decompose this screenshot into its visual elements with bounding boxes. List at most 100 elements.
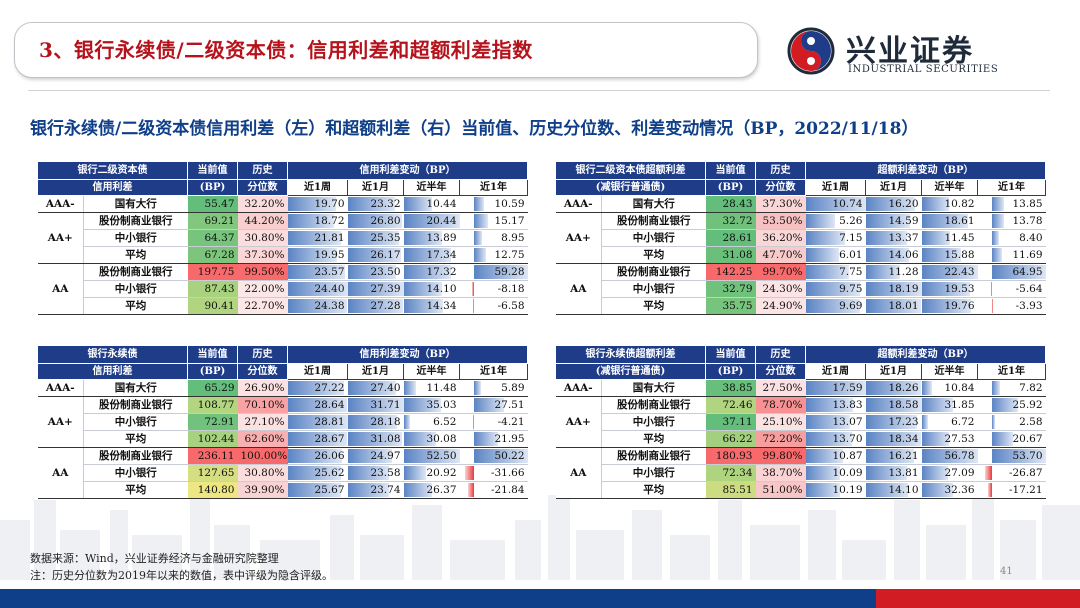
spread-change-cell: 6.72 (921, 413, 978, 431)
spread-change-bar (921, 248, 962, 262)
spread-change-value: 27.28 (370, 300, 401, 312)
table-row: 平均 67.28 37.30% 19.95 26.17 17.34 12.75 (38, 246, 528, 264)
header-hist-line1: 历史 (755, 345, 806, 364)
spread-change-value: -17.21 (1008, 484, 1043, 496)
rating-grade: AA+ (37, 212, 84, 264)
spread-change-cell: -31.66 (459, 464, 528, 482)
spread-change-bar (347, 466, 390, 480)
spread-change-cell: 15.88 (921, 246, 978, 264)
spread-change-bar (473, 415, 475, 429)
historical-percentile: 100.00% (237, 447, 288, 465)
header-hist-line1: 历史 (755, 161, 806, 180)
page-number: 41 (1000, 566, 1013, 577)
header-change-title: 超额利差变动（BP） (804, 161, 1047, 180)
current-value: 236.11 (187, 447, 238, 465)
table-row: AAA- 国有大行 55.47 32.20% 19.70 23.32 10.44 10.59 (37, 195, 528, 213)
spread-change-bar (474, 265, 528, 279)
spread-change-cell: -26.87 (977, 464, 1046, 482)
spread-change-cell: 5.26 (805, 212, 866, 230)
spread-change-bar (287, 415, 348, 429)
spread-change-cell: 13.07 (805, 413, 866, 431)
header-name-line1: 银行二级资本债超额利差 (555, 161, 706, 180)
current-value: 31.08 (705, 246, 756, 264)
header-current-line1: 当前值 (705, 345, 756, 364)
spread-change-cell: 27.39 (347, 280, 404, 298)
spread-change-cell: 6.52 (403, 413, 460, 431)
historical-percentile: 47.70% (755, 246, 806, 264)
spread-change-value: -5.64 (1015, 283, 1043, 295)
current-value: 38.85 (705, 379, 756, 397)
header-box: 3、银行永续债/二级资本债：信用利差和超额利差指数 (14, 22, 758, 78)
spread-change-cell: 28.64 (287, 396, 348, 414)
bank-type: 国有大行 (83, 195, 188, 213)
spread-change-bar (347, 282, 404, 296)
spread-change-bar (865, 214, 911, 228)
historical-percentile: 27.10% (237, 413, 288, 431)
spread-change-value: 20.92 (426, 467, 457, 479)
spread-change-value: 23.58 (370, 467, 401, 479)
spread-change-cell: 6.01 (805, 246, 866, 264)
header-current-line2: (BP) (705, 363, 756, 380)
spread-change-cell: 10.87 (805, 447, 866, 465)
spread-change-cell: 28.81 (287, 413, 348, 431)
spread-change-bar (287, 398, 348, 412)
spread-change-bar (921, 432, 949, 446)
bank-type: 股份制商业银行 (601, 396, 706, 414)
header-period-1y: 近1年 (458, 179, 529, 196)
spread-change-value: 23.50 (370, 266, 401, 278)
table-row: AA 股份制商业银行 180.93 99.80% 10.87 16.21 56.78 53.7… (555, 447, 1046, 499)
spread-change-bar (403, 282, 443, 296)
table-row: 中小银行 64.37 30.80% 21.81 25.35 13.89 8.95 (38, 229, 528, 247)
table-row: 平均 85.51 51.00% 10.19 14.10 32.36 -17.21 (556, 481, 1046, 499)
spread-change-cell: 12.75 (459, 246, 528, 264)
rating-grade: AA+ (555, 396, 602, 448)
spread-change-cell: 9.75 (805, 280, 866, 298)
current-value: 66.22 (705, 430, 756, 448)
spread-change-value: 21.81 (314, 232, 345, 244)
spread-change-cell: 16.20 (865, 195, 922, 213)
historical-percentile: 53.50% (755, 212, 806, 230)
spread-change-cell: 19.70 (287, 195, 348, 213)
spread-change-cell: 22.43 (921, 263, 978, 281)
spread-change-bar (403, 483, 432, 497)
header-period-1m: 近1月 (865, 179, 922, 196)
historical-percentile: 37.30% (755, 195, 806, 213)
spread-change-cell: 35.03 (403, 396, 460, 414)
current-value: 127.65 (187, 464, 238, 482)
spread-change-bar (865, 483, 908, 497)
spread-change-cell: 24.40 (287, 280, 348, 298)
spread-change-bar (805, 398, 853, 412)
spread-change-value: 9.75 (839, 283, 863, 295)
spread-change-cell: -8.18 (459, 280, 528, 298)
spread-change-value: 27.53 (944, 433, 975, 445)
spread-change-bar (921, 231, 951, 245)
historical-percentile: 78.70% (755, 396, 806, 414)
historical-percentile: 37.30% (237, 246, 288, 264)
current-value: 72.34 (705, 464, 756, 482)
spread-change-value: 10.59 (494, 198, 525, 210)
spread-change-cell: 18.01 (865, 297, 922, 315)
current-value: 108.77 (187, 396, 238, 414)
historical-percentile: 24.30% (755, 280, 806, 298)
table-row: 平均 31.08 47.70% 6.01 14.06 15.88 11.69 (556, 246, 1046, 264)
spread-change-value: 6.01 (839, 249, 863, 261)
spread-change-value: 52.50 (426, 450, 457, 462)
bank-type: 中小银行 (601, 280, 706, 298)
spread-change-bar (992, 265, 1046, 279)
historical-percentile: 22.00% (237, 280, 288, 298)
spread-change-bar (865, 299, 921, 313)
spread-change-value: 19.76 (944, 300, 975, 312)
header-period-1y: 近1年 (458, 363, 529, 380)
table-row: 平均 90.41 22.70% 24.38 27.28 14.34 -6.58 (38, 297, 528, 315)
spread-change-value: 18.34 (888, 433, 919, 445)
header-period-1w: 近1周 (805, 363, 866, 380)
spread-change-bar (472, 299, 475, 313)
spread-change-value: 27.40 (370, 382, 401, 394)
spread-change-bar (403, 415, 411, 429)
spread-change-cell: 24.97 (347, 447, 404, 465)
header-period-1y: 近1年 (976, 179, 1047, 196)
spread-change-cell: 28.67 (287, 430, 348, 448)
spread-change-bar (287, 214, 334, 228)
table-row: AA+ 股份制商业银行 32.72 53.50% 5.26 14.59 18.61 13.78 (555, 212, 1046, 264)
bank-type: 国有大行 (601, 379, 706, 397)
